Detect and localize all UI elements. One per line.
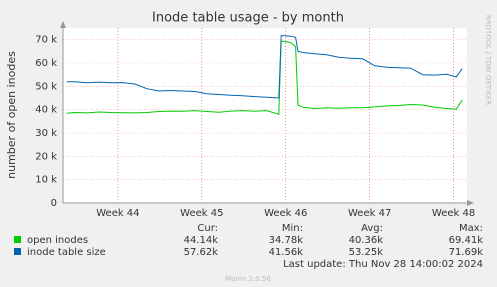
- stat-value: 57.62k: [184, 247, 219, 258]
- legend-swatch: [14, 236, 21, 243]
- y-tick-label: 0: [51, 198, 57, 209]
- x-tick-label: Week 44: [96, 208, 139, 219]
- x-tick-label: Week 48: [432, 208, 475, 219]
- last-update: Last update: Thu Nov 28 14:00:02 2024: [283, 259, 483, 270]
- series-line: [66, 34, 463, 99]
- y-tick-label: 40 k: [35, 105, 57, 116]
- stat-header: Max:: [459, 223, 483, 234]
- stat-header: Avg:: [361, 223, 383, 234]
- x-tick-label: Week 47: [348, 208, 391, 219]
- stat-value: 71.69k: [449, 247, 484, 258]
- stat-value: 34.78k: [269, 235, 304, 246]
- chart-title: Inode table usage - by month: [152, 11, 344, 26]
- y-tick-label: 30 k: [35, 128, 57, 139]
- side-text: RRDTOOL / TOBI OETIKER: [484, 15, 492, 105]
- y-tick-label: 70 k: [35, 35, 57, 46]
- y-tick-label: 10 k: [35, 175, 57, 186]
- y-tick-label: 60 k: [35, 58, 57, 69]
- y-tick-label: 50 k: [35, 81, 57, 92]
- plot-area: [63, 28, 467, 203]
- x-tick-label: Week 45: [180, 208, 223, 219]
- stat-value: 41.56k: [269, 247, 304, 258]
- stat-value: 44.14k: [184, 235, 219, 246]
- x-tick-label: Week 46: [264, 208, 307, 219]
- stat-value: 69.41k: [449, 235, 484, 246]
- stat-header: Min:: [282, 223, 303, 234]
- legend-swatch: [14, 248, 21, 255]
- footer: Munin 2.0.56: [225, 275, 271, 283]
- y-axis-label: number of open inodes: [5, 51, 18, 179]
- stat-value: 40.36k: [349, 235, 384, 246]
- stat-value: 53.25k: [349, 247, 384, 258]
- stat-header: Cur:: [197, 223, 218, 234]
- legend-label: inode table size: [27, 247, 106, 258]
- y-tick-label: 20 k: [35, 151, 57, 162]
- legend-label: open inodes: [27, 235, 88, 246]
